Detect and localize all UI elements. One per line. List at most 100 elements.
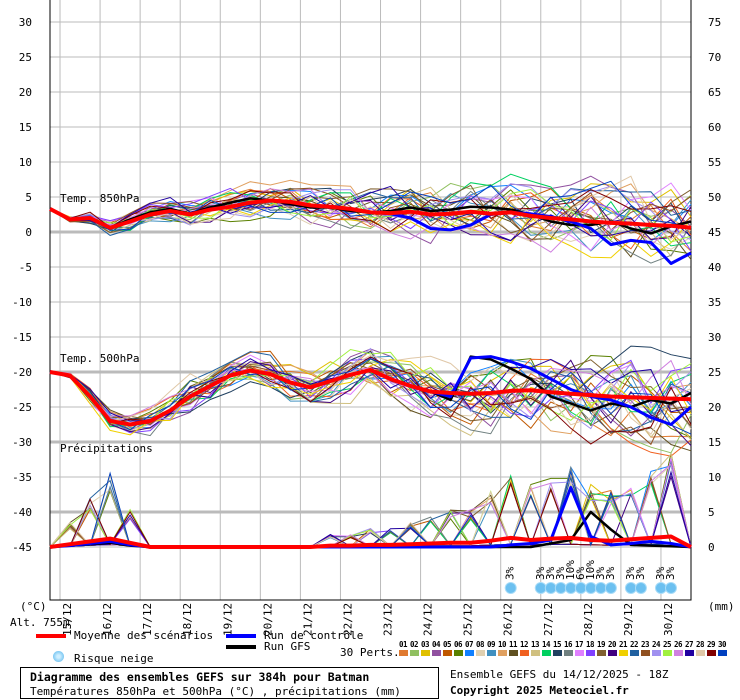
perturbation-color [696,650,705,656]
snowflake-icon [534,582,547,594]
y-right-tick: 20 [708,401,721,414]
perturbation-number: 30 [718,640,727,649]
perturbation-color [641,650,650,656]
legend-control-label: Run de contrôle [264,629,364,642]
unit-left: (°C) [20,600,47,613]
legend-mean-label: Moyenne des scénarios [74,629,214,642]
perturbation-color [454,650,463,656]
snowflake-icon [544,582,557,594]
x-date-label: 17/12 [141,603,154,636]
snow-risk-percent: 3% [534,566,547,580]
perturbation-number: 04 [432,640,441,649]
x-date-label: 18/12 [181,603,194,636]
copyright: Copyright 2025 Meteociel.fr [450,684,629,697]
y-right-tick: 60 [708,121,721,134]
perturbation-line-25 [49,188,692,243]
perturbation-number: 02 [410,640,419,649]
y-right-tick: 70 [708,51,721,64]
snowflake-icon [594,582,607,594]
y-left-tick: -20 [12,366,32,379]
run-info: Ensemble GEFS du 14/12/2025 - 18Z [450,668,669,681]
perturbation-color [399,650,408,656]
snow-risk-percent: 3% [504,566,517,580]
snowflake-icon [604,582,617,594]
y-right-tick: 5 [708,506,715,519]
perturbation-number: 17 [575,640,584,649]
unit-right: (mm) [708,600,735,613]
perturbation-color [597,650,606,656]
perturbation-line-17 [49,354,692,427]
snow-risk-percent: 3% [664,566,677,580]
perturbation-line-29 [49,189,692,232]
y-left-tick: -15 [12,331,32,344]
perturbation-number: 27 [685,640,694,649]
perturbation-number: 09 [487,640,496,649]
perturbation-color [476,650,485,656]
legend-mean-swatch [36,634,66,638]
perturbation-number: 22 [630,640,639,649]
perturbation-number: 10 [498,640,507,649]
x-date-label: 22/12 [341,603,354,636]
perturbation-number: 28 [696,640,705,649]
mean-line-500 [49,367,692,427]
perturbation-color [652,650,661,656]
perturbation-number: 26 [674,640,683,649]
perturbation-color [619,650,628,656]
plot-frame [49,0,692,601]
snow-risk-percent: 3% [554,566,567,580]
perturbation-number: 19 [597,640,606,649]
y-left-tick: -25 [12,401,32,414]
perturbation-number: 20 [608,640,617,649]
perturbation-number: 14 [542,640,551,649]
perturbation-number: 21 [619,640,628,649]
perturbation-color [718,650,727,656]
snow-risk-markers: 3% 3%3%3%10%6%10%3%3% 3%3% 3%3% [504,560,677,594]
x-date-label: 21/12 [301,603,314,636]
legend-gfs-swatch [226,645,256,649]
perturbation-color [685,650,694,656]
perturbation-number: 05 [443,640,452,649]
y-left-tick: 25 [19,51,32,64]
perturbation-color [674,650,683,656]
label-precip: Précipitations [60,442,153,455]
y-left-tick: -10 [12,296,32,309]
y-left-tick: 0 [25,226,32,239]
perturbation-color [432,650,441,656]
perturbation-color [564,650,573,656]
snowflake-icon [574,582,587,594]
y-right-tick: 35 [708,296,721,309]
x-date-label: 19/12 [221,603,234,636]
perturbation-color [509,650,518,656]
x-date-label: 16/12 [101,603,114,636]
perturbation-line-21 [49,359,692,436]
y-left-tick: -5 [19,261,32,274]
perturbation-color [498,650,507,656]
perturbation-number: 29 [707,640,716,649]
y-right-tick: 15 [708,436,721,449]
y-left-tick: 5 [25,191,32,204]
label-temp500: Temp. 500hPa [60,352,139,365]
x-date-label: 26/12 [502,603,515,636]
y-left-tick: 10 [19,156,32,169]
title-box: Diagramme des ensembles GEFS sur 384h po… [20,667,439,699]
perturbation-line-22 [49,188,692,236]
snowflake-icon [564,582,577,594]
perturbation-color [443,650,452,656]
snow-risk-percent: 3% [654,566,667,580]
mean-line-850 [49,198,692,230]
perturbation-color [575,650,584,656]
x-date-label: 23/12 [382,603,395,636]
perturbation-number: 25 [663,640,672,649]
snowflake-icon [554,582,567,594]
snow-risk-percent: 3% [594,566,607,580]
perturbation-line-18 [49,187,692,252]
perturbation-color [663,650,672,656]
mean-line-precip [49,534,692,549]
perturbation-number: 23 [641,640,650,649]
x-date-label: 24/12 [422,603,435,636]
y-right-tick: 50 [708,191,721,204]
perturbation-number: 18 [586,640,595,649]
snow-risk-percent: 3% [634,566,647,580]
x-date-label: 27/12 [542,603,555,636]
snowflake-icon [654,582,667,594]
